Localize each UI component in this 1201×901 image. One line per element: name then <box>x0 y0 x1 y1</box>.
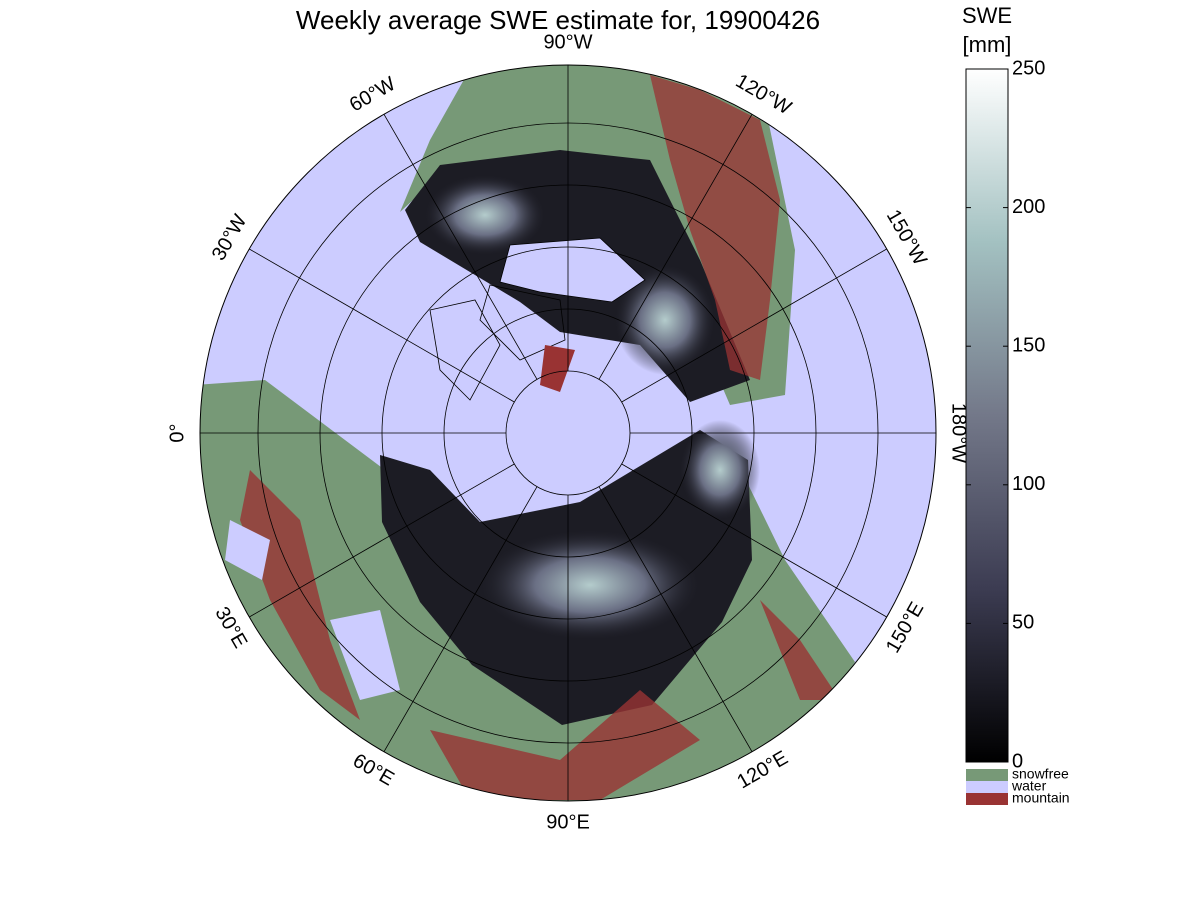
meridian <box>621 463 887 618</box>
inland-water <box>225 520 400 700</box>
colorbar-tick-label: 100 <box>1012 473 1045 495</box>
title: Weekly average SWE estimate for, 1990042… <box>296 5 820 35</box>
meridian-label: 180°W <box>948 403 970 463</box>
meridian <box>249 248 515 403</box>
snow-high <box>425 175 545 255</box>
legend-swatch <box>966 793 1008 805</box>
meridian <box>249 463 515 618</box>
meridian-label: 90°E <box>546 811 590 833</box>
meridian-label: 90°W <box>543 31 592 53</box>
colorbar <box>965 68 1009 763</box>
meridian <box>598 114 753 380</box>
mountain-greenland <box>540 345 575 392</box>
graticule <box>200 65 936 801</box>
legend-swatch <box>966 781 1008 793</box>
colorbar-label: SWE <box>962 3 1012 28</box>
legend-label: snowfree <box>1012 766 1069 782</box>
map-frame <box>199 64 937 802</box>
colorbar-tick-label: 200 <box>1012 196 1045 218</box>
legend-swatch <box>966 769 1008 781</box>
meridian <box>598 486 753 752</box>
meridian <box>383 486 538 752</box>
hudson-bay <box>499 237 646 303</box>
legend-label: mountain <box>1012 790 1070 806</box>
legend-label: water <box>1011 778 1047 794</box>
meridian <box>383 114 538 380</box>
colorbar-tick-label: 150 <box>1012 334 1045 356</box>
colorbar-unit: [mm] <box>963 32 1012 57</box>
mountain-rockies <box>650 75 780 380</box>
snow-high <box>480 530 700 640</box>
meridian-label: 0° <box>166 423 188 442</box>
colorbar-tick-label: 0 <box>1012 750 1023 772</box>
map <box>200 65 936 801</box>
colorbar-tick-label: 50 <box>1012 612 1034 634</box>
snow-high <box>680 420 760 520</box>
meridian <box>621 248 887 403</box>
coastline <box>429 284 566 401</box>
colorbar-tick-label: 250 <box>1012 57 1045 79</box>
